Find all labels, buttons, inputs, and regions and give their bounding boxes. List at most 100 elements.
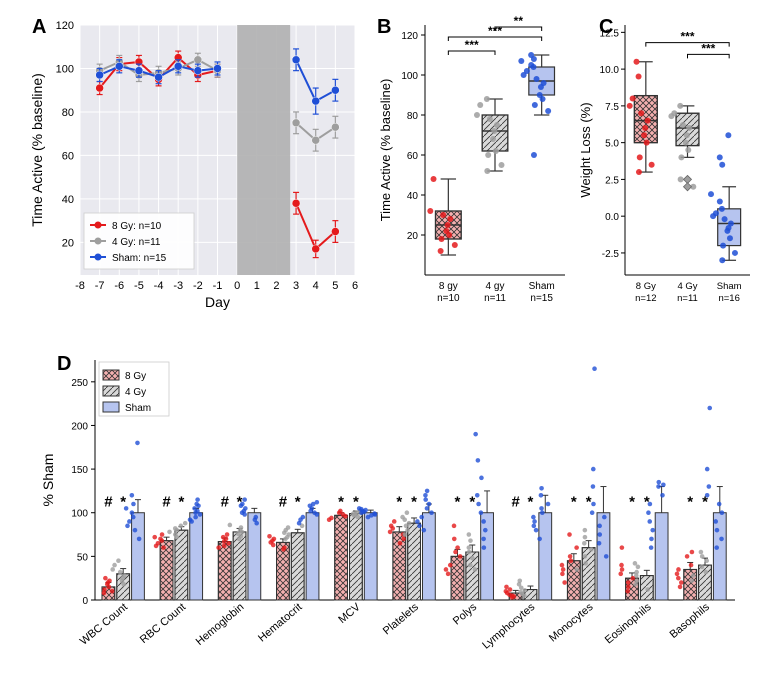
svg-text:4 Gy: 4 Gy — [677, 281, 697, 292]
svg-text:*: * — [338, 494, 344, 511]
svg-text:5.0: 5.0 — [605, 139, 619, 150]
svg-text:Sham: Sham — [125, 403, 151, 414]
svg-text:#: # — [104, 494, 113, 511]
svg-text:*: * — [353, 494, 359, 511]
svg-text:Platelets: Platelets — [381, 601, 421, 638]
svg-text:-8: -8 — [75, 280, 85, 292]
svg-text:60: 60 — [62, 150, 74, 162]
svg-text:10.0: 10.0 — [600, 65, 620, 76]
svg-text:-2.5: -2.5 — [602, 249, 620, 260]
svg-text:***: *** — [701, 41, 715, 55]
svg-text:8 Gy: 8 Gy — [125, 371, 146, 382]
svg-text:RBC Count: RBC Count — [138, 601, 188, 646]
svg-text:*: * — [396, 494, 402, 511]
svg-text:0.0: 0.0 — [605, 212, 619, 223]
svg-text:*: * — [571, 494, 577, 511]
svg-text:1: 1 — [254, 280, 260, 292]
figure-container: 20 40 60 80 100 120 -8 -7 -6 -5 -4 -3 -2 -1 0 1 2 3 4 5 6 Day… — [10, 10, 754, 690]
svg-text:100: 100 — [71, 509, 88, 520]
svg-text:-5: -5 — [134, 280, 144, 292]
svg-text:120: 120 — [56, 20, 74, 32]
svg-text:*: * — [687, 494, 693, 511]
svg-text:0: 0 — [234, 280, 240, 292]
svg-text:100: 100 — [56, 63, 74, 75]
svg-text:80: 80 — [407, 111, 419, 122]
svg-text:8 Gy: n=10: 8 Gy: n=10 — [112, 221, 162, 232]
svg-text:-3: -3 — [173, 280, 183, 292]
svg-text:Day: Day — [205, 294, 230, 310]
svg-text:7.5: 7.5 — [605, 102, 619, 113]
svg-text:#: # — [279, 494, 288, 511]
svg-text:Eosinophils: Eosinophils — [603, 601, 654, 647]
svg-text:0: 0 — [82, 596, 88, 607]
svg-text:*: * — [702, 494, 708, 511]
svg-text:Monocytes: Monocytes — [547, 601, 596, 645]
svg-text:8 gy: 8 gy — [439, 281, 458, 292]
svg-text:3: 3 — [293, 280, 299, 292]
svg-text:% Sham: % Sham — [40, 454, 56, 507]
svg-text:C: C — [599, 16, 613, 38]
svg-text:*: * — [469, 494, 475, 511]
svg-text:*: * — [120, 494, 126, 511]
svg-text:150: 150 — [71, 465, 88, 476]
svg-text:Polys: Polys — [451, 601, 480, 628]
svg-text:*: * — [528, 494, 534, 511]
svg-text:*: * — [411, 494, 417, 511]
svg-text:60: 60 — [407, 151, 419, 162]
svg-text:80: 80 — [62, 107, 74, 119]
svg-text:200: 200 — [71, 421, 88, 432]
svg-text:Weight Loss (%): Weight Loss (%) — [578, 102, 593, 197]
svg-text:-7: -7 — [95, 280, 105, 292]
svg-text:#: # — [162, 494, 171, 511]
svg-text:Hemoglobin: Hemoglobin — [194, 601, 247, 648]
svg-text:2: 2 — [273, 280, 279, 292]
svg-text:2.5: 2.5 — [605, 175, 619, 186]
svg-text:*: * — [178, 494, 184, 511]
svg-text:***: *** — [680, 30, 694, 44]
svg-text:n=15: n=15 — [530, 293, 553, 304]
svg-text:n=11: n=11 — [677, 293, 698, 304]
svg-text:*: * — [295, 494, 301, 511]
svg-text:***: *** — [465, 38, 479, 52]
svg-text:D: D — [57, 353, 71, 375]
svg-text:A: A — [32, 16, 46, 38]
svg-text:-6: -6 — [114, 280, 124, 292]
figure-svg: 20 40 60 80 100 120 -8 -7 -6 -5 -4 -3 -2 -1 0 1 2 3 4 5 6 Day… — [10, 10, 754, 690]
svg-text:Basophils: Basophils — [668, 601, 713, 641]
svg-text:40: 40 — [62, 194, 74, 206]
svg-text:n=10: n=10 — [437, 293, 460, 304]
svg-text:#: # — [511, 494, 520, 511]
svg-text:4 Gy: 4 Gy — [125, 387, 146, 398]
svg-text:5: 5 — [332, 280, 338, 292]
svg-text:4 gy: 4 gy — [486, 281, 505, 292]
svg-text:8 Gy: 8 Gy — [636, 281, 656, 292]
svg-text:50: 50 — [77, 552, 89, 563]
svg-text:*: * — [586, 494, 592, 511]
svg-text:*: * — [237, 494, 243, 511]
svg-text:40: 40 — [407, 191, 419, 202]
svg-text:#: # — [221, 494, 230, 511]
svg-text:*: * — [455, 494, 461, 511]
svg-text:Hematocrit: Hematocrit — [256, 601, 304, 644]
svg-text:**: ** — [514, 14, 524, 28]
svg-text:B: B — [377, 16, 391, 38]
svg-text:n=16: n=16 — [718, 293, 739, 304]
svg-text:20: 20 — [62, 237, 74, 249]
svg-text:Sham: Sham — [717, 281, 742, 292]
svg-text:4: 4 — [313, 280, 319, 292]
svg-text:-2: -2 — [193, 280, 203, 292]
svg-text:20: 20 — [407, 231, 419, 242]
svg-text:WBC Count: WBC Count — [78, 601, 130, 648]
svg-text:6: 6 — [352, 280, 358, 292]
svg-text:*: * — [629, 494, 635, 511]
svg-text:n=12: n=12 — [635, 293, 656, 304]
svg-text:Lymphocytes: Lymphocytes — [480, 601, 537, 652]
svg-text:-1: -1 — [213, 280, 223, 292]
svg-text:120: 120 — [401, 31, 418, 42]
svg-text:Time Active (% baseline): Time Active (% baseline) — [378, 79, 393, 222]
svg-text:100: 100 — [401, 71, 418, 82]
svg-text:Sham: n=15: Sham: n=15 — [112, 253, 167, 264]
svg-text:4 Gy: n=11: 4 Gy: n=11 — [112, 237, 161, 248]
svg-text:250: 250 — [71, 378, 88, 389]
svg-text:-4: -4 — [154, 280, 164, 292]
